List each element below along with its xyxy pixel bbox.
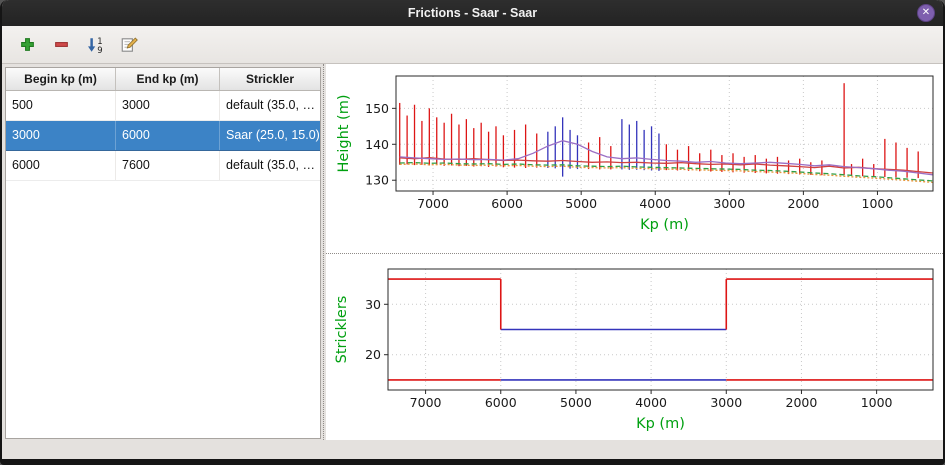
- svg-text:150: 150: [365, 101, 389, 116]
- strickler-cell[interactable]: Saar (25.0, 15.0): [226, 128, 320, 142]
- svg-text:4000: 4000: [635, 395, 667, 410]
- end-kp-cell[interactable]: 7600: [116, 151, 220, 180]
- toolbar: 1 9: [2, 26, 943, 64]
- svg-text:1000: 1000: [861, 395, 893, 410]
- table-row[interactable]: 6000 7600 default (35.0, …: [6, 151, 320, 181]
- header-strickler[interactable]: Strickler: [245, 72, 295, 86]
- svg-text:7000: 7000: [410, 395, 442, 410]
- height-chart: 7000 6000 5000 4000 3000 2000 1000 130 140 150 Kp …: [326, 64, 943, 252]
- friction-table-body: 500 3000 default (35.0, … 3000 6000 Saar (25.…: [6, 91, 320, 181]
- svg-text:30: 30: [365, 297, 381, 312]
- add-row-button[interactable]: [14, 32, 40, 58]
- svg-text:7000: 7000: [417, 196, 449, 211]
- plus-icon: [19, 36, 36, 53]
- svg-text:6000: 6000: [485, 395, 517, 410]
- strickler-cell[interactable]: default (35.0, …: [226, 158, 315, 172]
- svg-text:Kp (m): Kp (m): [640, 217, 689, 233]
- svg-text:6000: 6000: [491, 196, 523, 211]
- strickler-cell[interactable]: default (35.0, …: [226, 98, 315, 112]
- svg-text:Kp (m): Kp (m): [636, 416, 685, 432]
- begin-kp-cell[interactable]: 3000: [6, 121, 116, 150]
- table-header-row: Begin kp (m) End kp (m) Strickler: [6, 68, 320, 91]
- close-button[interactable]: ✕: [917, 4, 935, 22]
- svg-text:9: 9: [97, 44, 102, 53]
- strickler-chart-svg: 7000 6000 5000 4000 3000 2000 1000 20 30 Kp (m) St…: [334, 268, 934, 432]
- svg-text:140: 140: [365, 137, 389, 152]
- edit-button[interactable]: [116, 32, 142, 58]
- svg-text:Stricklers: Stricklers: [334, 296, 350, 364]
- end-kp-cell[interactable]: 3000: [116, 91, 220, 120]
- header-end-kp[interactable]: End kp (m): [116, 68, 220, 90]
- minus-icon: [53, 36, 70, 53]
- svg-text:1: 1: [97, 36, 102, 46]
- frictions-table: Begin kp (m) End kp (m) Strickler 500 300…: [5, 67, 321, 439]
- strickler-chart: 7000 6000 5000 4000 3000 2000 1000 20 30 Kp (m) St…: [326, 257, 943, 440]
- svg-text:20: 20: [365, 347, 381, 362]
- titlebar[interactable]: Frictions - Saar - Saar ✕: [2, 0, 943, 26]
- header-begin-kp[interactable]: Begin kp (m): [6, 68, 116, 90]
- end-kp-cell[interactable]: 6000: [116, 121, 220, 150]
- main-content: Begin kp (m) End kp (m) Strickler 500 300…: [2, 64, 943, 459]
- begin-kp-cell[interactable]: 500: [6, 91, 116, 120]
- svg-text:3000: 3000: [713, 196, 745, 211]
- svg-text:Height (m): Height (m): [336, 95, 352, 173]
- svg-text:5000: 5000: [565, 196, 597, 211]
- svg-text:4000: 4000: [639, 196, 671, 211]
- svg-text:130: 130: [365, 173, 389, 188]
- svg-text:1000: 1000: [862, 196, 894, 211]
- svg-text:5000: 5000: [560, 395, 592, 410]
- splitter-vertical[interactable]: [323, 64, 328, 440]
- table-row[interactable]: 500 3000 default (35.0, …: [6, 91, 320, 121]
- remove-row-button[interactable]: [48, 32, 74, 58]
- charts-panel: 7000 6000 5000 4000 3000 2000 1000 130 140 150 Kp …: [326, 64, 943, 440]
- table-row[interactable]: 3000 6000 Saar (25.0, 15.0): [6, 121, 320, 151]
- sort-numeric-icon: 1 9: [86, 36, 104, 54]
- svg-text:2000: 2000: [787, 196, 819, 211]
- sort-button[interactable]: 1 9: [82, 32, 108, 58]
- svg-text:3000: 3000: [710, 395, 742, 410]
- begin-kp-cell[interactable]: 6000: [6, 151, 116, 180]
- svg-text:2000: 2000: [786, 395, 818, 410]
- splitter-horizontal[interactable]: [326, 253, 943, 258]
- close-icon: ✕: [921, 7, 931, 18]
- window-title: Frictions - Saar - Saar: [407, 6, 538, 20]
- edit-pencil-icon: [120, 36, 138, 54]
- height-chart-svg: 7000 6000 5000 4000 3000 2000 1000 130 140 150 Kp …: [336, 75, 934, 233]
